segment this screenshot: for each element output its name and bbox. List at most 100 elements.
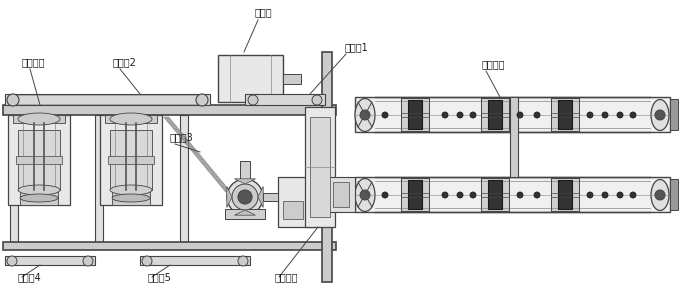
Bar — [401, 98, 429, 131]
Circle shape — [232, 184, 258, 210]
Circle shape — [602, 192, 608, 198]
Ellipse shape — [355, 178, 375, 211]
Circle shape — [312, 95, 322, 105]
Bar — [3, 105, 336, 115]
Bar — [310, 117, 330, 217]
Circle shape — [7, 94, 19, 106]
Circle shape — [617, 192, 623, 198]
Bar — [551, 98, 579, 131]
Circle shape — [470, 192, 476, 198]
Bar — [488, 180, 502, 209]
Bar — [481, 178, 509, 211]
Bar — [355, 177, 670, 212]
Ellipse shape — [18, 113, 60, 125]
Circle shape — [470, 112, 476, 118]
Text: 输送幆5: 输送幆5 — [148, 272, 172, 282]
Bar — [551, 178, 579, 211]
Text: 喟料机: 喟料机 — [255, 7, 273, 17]
Bar — [110, 130, 152, 190]
Circle shape — [534, 112, 540, 118]
Circle shape — [655, 190, 665, 200]
Bar — [283, 201, 303, 219]
Bar — [481, 98, 509, 131]
Bar — [305, 107, 335, 227]
Text: 球磨设备: 球磨设备 — [482, 59, 505, 69]
Circle shape — [457, 112, 463, 118]
Bar — [408, 180, 422, 209]
Text: 输送幆4: 输送幆4 — [18, 272, 42, 282]
Bar — [558, 100, 572, 129]
Bar — [558, 180, 572, 209]
Bar — [20, 190, 58, 205]
Text: 输送幆3: 输送幆3 — [170, 132, 194, 142]
Circle shape — [142, 256, 152, 266]
Bar — [355, 97, 670, 132]
Circle shape — [442, 192, 448, 198]
Circle shape — [248, 95, 258, 105]
Ellipse shape — [651, 179, 669, 211]
Bar — [488, 100, 502, 129]
Text: 筛选设备: 筛选设备 — [22, 57, 46, 67]
Circle shape — [196, 94, 208, 106]
Bar — [140, 256, 250, 265]
Bar — [95, 115, 103, 242]
Circle shape — [617, 112, 623, 118]
Circle shape — [227, 179, 263, 215]
Bar — [510, 97, 518, 177]
Circle shape — [457, 192, 463, 198]
Bar — [3, 242, 336, 250]
Ellipse shape — [110, 185, 152, 195]
Circle shape — [360, 110, 370, 120]
Bar — [240, 161, 250, 179]
Bar — [8, 115, 70, 205]
Bar — [218, 55, 283, 102]
Circle shape — [382, 192, 388, 198]
Bar — [408, 100, 422, 129]
Bar — [112, 190, 150, 205]
Bar — [10, 115, 18, 242]
Bar — [105, 115, 157, 123]
Polygon shape — [258, 187, 263, 208]
Circle shape — [534, 192, 540, 198]
Circle shape — [517, 192, 523, 198]
Text: 输送幆1: 输送幆1 — [345, 42, 369, 52]
Bar — [263, 193, 278, 201]
Bar — [401, 178, 429, 211]
Bar — [18, 130, 60, 190]
Bar — [670, 179, 678, 210]
Ellipse shape — [20, 194, 58, 202]
Bar — [322, 52, 332, 282]
Circle shape — [630, 192, 636, 198]
Ellipse shape — [112, 194, 150, 202]
Text: 输送幆2: 输送幆2 — [113, 57, 137, 67]
Circle shape — [238, 256, 248, 266]
Circle shape — [602, 112, 608, 118]
Ellipse shape — [18, 185, 60, 195]
Bar — [278, 177, 316, 227]
Bar — [670, 99, 678, 130]
Polygon shape — [227, 187, 232, 208]
Circle shape — [630, 112, 636, 118]
Polygon shape — [234, 210, 255, 215]
Bar — [225, 209, 265, 219]
Bar — [283, 74, 301, 84]
Circle shape — [382, 112, 388, 118]
Polygon shape — [234, 179, 255, 184]
Bar — [333, 182, 349, 207]
Ellipse shape — [110, 113, 152, 125]
Bar — [5, 256, 95, 265]
Bar — [108, 156, 154, 164]
Ellipse shape — [355, 99, 375, 132]
Bar — [245, 94, 325, 105]
Circle shape — [360, 190, 370, 200]
Bar — [100, 115, 162, 205]
Circle shape — [587, 192, 593, 198]
Bar — [5, 94, 210, 105]
Bar — [13, 115, 65, 123]
Circle shape — [655, 110, 665, 120]
Circle shape — [517, 112, 523, 118]
Ellipse shape — [651, 99, 669, 130]
Bar — [180, 115, 188, 242]
Bar — [327, 177, 355, 212]
Bar — [16, 156, 62, 164]
